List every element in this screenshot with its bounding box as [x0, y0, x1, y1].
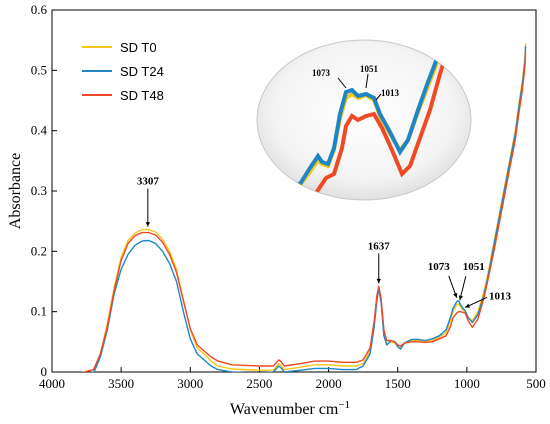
x-axis-title: Wavenumber cm−1 [230, 399, 350, 418]
inset-traces [289, 40, 450, 200]
legend-label-t24: SD T24 [120, 64, 164, 79]
y-tick-label: 0.3 [31, 183, 47, 198]
x-tick-label: 500 [526, 376, 546, 391]
inset-arrow-1073 [337, 77, 347, 89]
y-tick-label: 0.4 [31, 123, 48, 138]
x-tick-label: 4000 [39, 376, 65, 391]
x-axis: 4000 3500 3000 2500 2000 1500 1000 500 [39, 367, 546, 391]
inset-ellipse [256, 39, 472, 201]
annotation-label-1013: 1013 [489, 290, 512, 302]
x-axis-title-main: Wavenumber cm [230, 401, 339, 418]
legend: SD T0 SD T24 SD T48 [82, 40, 164, 103]
x-tick-label: 3500 [108, 376, 134, 391]
series-layer [81, 43, 527, 372]
x-tick-label: 1500 [385, 376, 411, 391]
inset-label-1013: 1013 [381, 88, 400, 98]
annotation-label-1051: 1051 [463, 261, 485, 273]
legend-label-t48: SD T48 [120, 88, 164, 103]
y-tick-label: 0.5 [31, 62, 47, 77]
inset-label-1051: 1051 [360, 64, 379, 74]
annotation-label-1637: 1637 [368, 240, 391, 252]
annotation-label-1073: 1073 [428, 261, 451, 273]
x-axis-title-sup: −1 [338, 399, 350, 411]
y-tick-label: 0.6 [31, 2, 48, 17]
legend-label-t0: SD T0 [120, 40, 157, 55]
annotation-arrowhead-1051 [458, 295, 464, 301]
y-tick-label: 0 [41, 364, 48, 379]
inset-arrow-1051 [365, 73, 369, 89]
annotation-layer: 3307 1637 1073 1051 1013 [137, 176, 512, 308]
x-tick-label: 3000 [177, 376, 203, 391]
y-axis-title: Absorbance [7, 153, 24, 229]
annotation-label-3307: 3307 [137, 176, 160, 188]
y-tick-label: 0.2 [31, 243, 47, 258]
annotation-arrowhead-1073 [453, 292, 458, 298]
x-tick-label: 2000 [316, 376, 342, 391]
annotation-arrowhead-1013 [465, 303, 471, 308]
inset-arrow-1013 [375, 93, 382, 101]
y-axis: 0 0.1 0.2 0.3 0.4 0.5 0.6 [31, 2, 57, 379]
annotation-arrowhead-1637 [376, 278, 381, 284]
annotation-arrowhead-3307 [145, 222, 151, 227]
inset-label-1073: 1073 [312, 68, 331, 78]
inset-trace-t48 [310, 47, 450, 200]
inset-trace-t24 [289, 40, 446, 188]
x-tick-label: 1000 [454, 376, 480, 391]
y-tick-label: 0.1 [31, 304, 47, 319]
x-tick-label: 2500 [246, 376, 272, 391]
series-line-t48 [81, 52, 527, 372]
inset-magnifier: 1073 1051 1013 [256, 39, 472, 201]
